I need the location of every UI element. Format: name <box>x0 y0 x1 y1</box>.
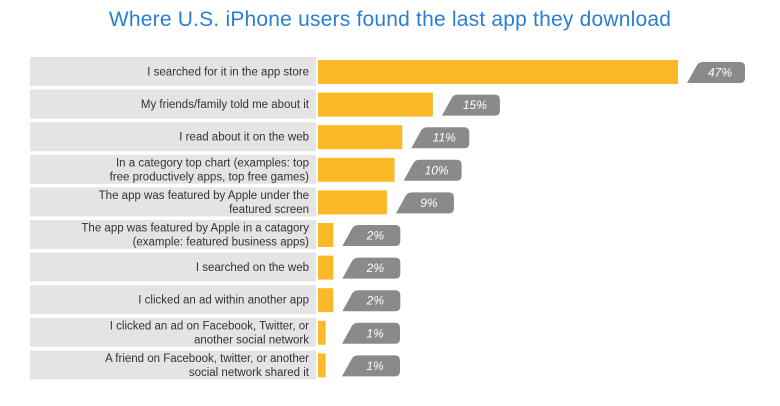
value-badge <box>441 94 500 116</box>
value-badge <box>403 159 462 181</box>
value-label: 47% <box>708 66 732 80</box>
bar <box>318 288 334 313</box>
category-label: I searched for it in the app store <box>147 67 309 79</box>
bar <box>318 125 403 150</box>
category-band <box>30 122 316 152</box>
bar <box>318 320 326 345</box>
category-band <box>30 220 316 249</box>
category-label: social network shared it <box>189 367 310 379</box>
value-label: 1% <box>366 359 384 373</box>
category-band <box>30 89 316 119</box>
value-label: 9% <box>420 196 438 210</box>
category-band <box>30 317 316 347</box>
chart-title: Where U.S. iPhone users found the last a… <box>108 8 672 31</box>
category-band <box>30 350 316 380</box>
value-label: 15% <box>463 98 487 112</box>
bar <box>318 353 326 378</box>
category-label: My friends/family told me about it <box>141 99 310 111</box>
category-label: A friend on Facebook, twitter, or anothe… <box>105 353 309 365</box>
value-badge <box>342 225 401 246</box>
bar <box>318 255 334 280</box>
value-badge <box>411 127 470 149</box>
category-label: free productively apps, top free games) <box>110 171 310 183</box>
value-label: 2% <box>366 261 385 275</box>
category-band <box>30 285 316 315</box>
category-band <box>30 154 316 184</box>
category-label: In a category top chart (examples: top <box>116 157 309 169</box>
category-label: another social network <box>194 334 309 346</box>
bar <box>318 157 395 182</box>
category-band <box>30 57 316 86</box>
bar <box>318 223 334 247</box>
category-label: The app was featured by Apple under the <box>99 190 309 202</box>
bar <box>318 92 433 117</box>
category-label: featured screen <box>229 204 309 216</box>
category-label: I clicked an ad within another app <box>138 295 309 307</box>
category-label: I clicked an ad on Facebook, Twitter, or <box>110 320 309 332</box>
value-label: 1% <box>366 326 384 340</box>
value-badge <box>342 355 400 377</box>
category-label: I searched on the web <box>196 262 309 274</box>
category-band <box>30 252 316 282</box>
value-badge <box>342 322 400 344</box>
value-badge <box>395 192 454 214</box>
value-label: 10% <box>425 163 449 177</box>
value-label: 2% <box>366 294 385 308</box>
category-label: (example: featured business apps) <box>133 237 310 249</box>
category-label: The app was featured by Apple in a catag… <box>81 223 309 235</box>
bar <box>318 60 678 84</box>
value-badge <box>342 290 401 312</box>
value-badge <box>687 62 745 83</box>
bar <box>318 190 387 215</box>
value-label: 2% <box>366 229 385 243</box>
category-band <box>30 187 316 217</box>
value-label: 11% <box>433 131 456 145</box>
value-badge <box>342 257 401 279</box>
category-label: I read about it on the web <box>179 132 309 144</box>
